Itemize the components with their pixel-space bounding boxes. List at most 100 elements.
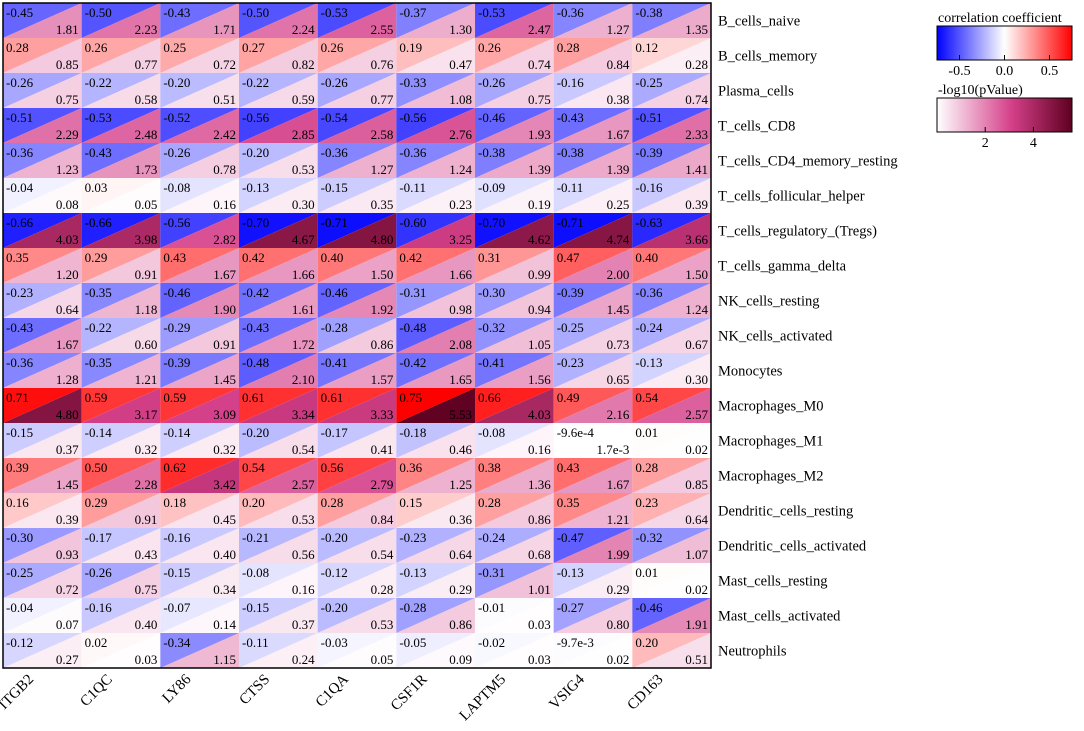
pvalue-triangle (160, 178, 240, 213)
correlation-triangle (317, 318, 397, 353)
pvalue-value: 1.27 (371, 162, 394, 177)
pvalue-triangle (81, 3, 161, 38)
pvalue-value: 0.37 (292, 617, 315, 632)
pvalue-value: 0.78 (213, 162, 236, 177)
pvalue-triangle (160, 283, 240, 318)
pvalue-value: 1.24 (685, 302, 708, 317)
correlation-triangle (239, 563, 318, 598)
pvalue-value: 2.23 (135, 22, 158, 37)
correlation-triangle (317, 143, 397, 178)
pvalue-triangle (632, 598, 712, 633)
correlation-triangle (475, 73, 554, 108)
pvalue-triangle (475, 73, 554, 108)
pvalue-value: 1.67 (607, 477, 630, 492)
pvalue-value: 0.91 (135, 512, 158, 527)
correlation-value: -0.36 (557, 5, 585, 20)
pvalue-triangle (553, 598, 633, 633)
pvalue-triangle (396, 318, 476, 353)
correlation-value: -0.56 (399, 110, 427, 125)
column-label: C1QC (77, 672, 115, 710)
pvalue-value: 3.34 (292, 407, 315, 422)
correlation-value: -0.66 (85, 215, 113, 230)
pvalue-value: 0.76 (371, 57, 394, 72)
pvalue-value: 0.46 (449, 442, 472, 457)
correlation-value: -0.30 (478, 285, 505, 300)
correlation-triangle (553, 108, 633, 143)
correlation-triangle (160, 388, 240, 423)
pvalue-triangle (553, 213, 633, 248)
correlation-triangle (160, 73, 240, 108)
pvalue-triangle (317, 633, 397, 668)
pvalue-triangle (81, 178, 161, 213)
pvalue-value: 0.75 (56, 92, 79, 107)
correlation-triangle (239, 143, 318, 178)
column-label: CTSS (237, 672, 274, 709)
correlation-value: -0.07 (163, 600, 191, 615)
pvalue-triangle (632, 493, 712, 528)
correlation-value: -0.42 (399, 355, 426, 370)
correlation-value: -0.11 (242, 635, 269, 650)
correlation-value: -0.11 (399, 180, 426, 195)
correlation-value: -0.41 (478, 355, 505, 370)
correlation-triangle (553, 598, 633, 633)
correlation-value: -0.26 (6, 75, 34, 90)
pvalue-value: 1.25 (449, 477, 472, 492)
correlation-value: -0.29 (163, 320, 190, 335)
correlation-value: 0.62 (163, 460, 186, 475)
pvalue-triangle (3, 283, 82, 318)
pvalue-triangle (81, 248, 161, 283)
correlation-value: -0.02 (478, 635, 505, 650)
pvalue-value: 0.75 (135, 582, 158, 597)
correlation-triangle (239, 38, 318, 73)
correlation-triangle (239, 108, 318, 143)
correlation-triangle (317, 528, 397, 563)
correlation-value: -0.53 (478, 5, 505, 20)
pvalue-triangle (553, 423, 633, 458)
correlation-triangle (317, 493, 397, 528)
pvalue-value: 3.17 (135, 407, 158, 422)
pvalue-triangle (553, 493, 633, 528)
pvalue-triangle (632, 178, 712, 213)
correlation-value: 0.40 (321, 250, 344, 265)
correlation-value: -0.31 (478, 565, 505, 580)
correlation-triangle (553, 3, 633, 38)
pvalue-value: 1.41 (685, 162, 708, 177)
pvalue-value: 0.86 (449, 617, 472, 632)
pvalue-value: 0.09 (449, 652, 472, 667)
correlation-value: 0.28 (321, 495, 344, 510)
row-label: Macrophages_M2 (718, 469, 824, 485)
pvalue-value: 1.20 (56, 267, 79, 282)
pvalue-triangle (160, 633, 240, 668)
column-label: VSIG4 (546, 671, 588, 713)
correlation-triangle (475, 423, 554, 458)
pvalue-value: 0.37 (56, 442, 79, 457)
correlation-value: -0.08 (242, 565, 269, 580)
pvalue-triangle (3, 143, 82, 178)
pvalue-triangle (239, 598, 318, 633)
pvalue-value: 0.54 (371, 547, 394, 562)
correlation-value: -0.16 (557, 75, 585, 90)
pvalue-value: 2.16 (607, 407, 630, 422)
correlation-value: -0.15 (163, 565, 190, 580)
correlation-value: 0.15 (399, 495, 422, 510)
pvalue-triangle (475, 388, 554, 423)
pvalue-value: 0.58 (135, 92, 158, 107)
pvalue-value: 1.01 (528, 582, 551, 597)
correlation-value: -0.25 (6, 565, 33, 580)
pvalue-triangle (317, 598, 397, 633)
pvalue-value: 0.34 (213, 582, 236, 597)
correlation-triangle (553, 458, 633, 493)
pvalue-value: 0.85 (685, 477, 708, 492)
pvalue-triangle (475, 213, 554, 248)
pvalue-value: 0.77 (135, 57, 158, 72)
correlation-value: -0.11 (557, 180, 584, 195)
pvalue-value: 2.79 (371, 477, 394, 492)
pvalue-triangle (3, 563, 82, 598)
correlation-value: -0.70 (478, 215, 505, 230)
correlation-value: -0.12 (6, 635, 33, 650)
correlation-triangle (160, 633, 240, 668)
pvalue-value: 0.74 (685, 92, 708, 107)
pvalue-triangle (475, 318, 554, 353)
correlation-value: -0.51 (6, 110, 33, 125)
pvalue-value: 1.45 (56, 477, 79, 492)
